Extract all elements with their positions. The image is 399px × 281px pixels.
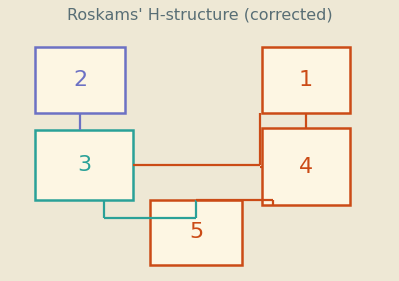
FancyBboxPatch shape xyxy=(262,47,350,113)
Text: 3: 3 xyxy=(77,155,91,175)
Text: 2: 2 xyxy=(73,70,87,90)
Text: 4: 4 xyxy=(299,157,313,177)
FancyBboxPatch shape xyxy=(150,200,242,265)
Text: 1: 1 xyxy=(299,70,313,90)
FancyBboxPatch shape xyxy=(262,128,350,205)
Text: 5: 5 xyxy=(189,222,203,243)
FancyBboxPatch shape xyxy=(35,47,125,113)
Text: Roskams' H-structure (corrected): Roskams' H-structure (corrected) xyxy=(67,7,332,22)
FancyBboxPatch shape xyxy=(35,130,133,200)
